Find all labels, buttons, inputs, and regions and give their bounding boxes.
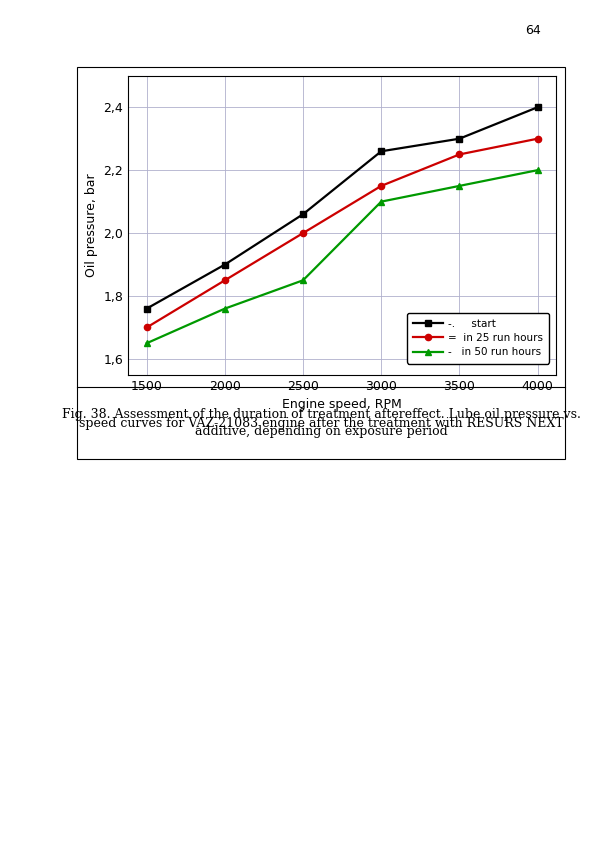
Y-axis label: Oil pressure, bar: Oil pressure, bar <box>84 173 98 277</box>
Legend: -.     start, =  in 25 run hours, -   in 50 run hours: -. start, = in 25 run hours, - in 50 run… <box>407 312 549 364</box>
Text: Fig. 38. Assessment of the duration of treatment aftereffect. Lube oil pressure : Fig. 38. Assessment of the duration of t… <box>62 408 581 421</box>
Text: speed curves for VAZ-21083 engine after the treatment with RESURS NEXT: speed curves for VAZ-21083 engine after … <box>79 417 563 429</box>
Text: additive, depending on exposure period: additive, depending on exposure period <box>195 425 447 438</box>
X-axis label: Engine speed, RPM: Engine speed, RPM <box>282 398 402 411</box>
Text: 64: 64 <box>525 24 540 36</box>
